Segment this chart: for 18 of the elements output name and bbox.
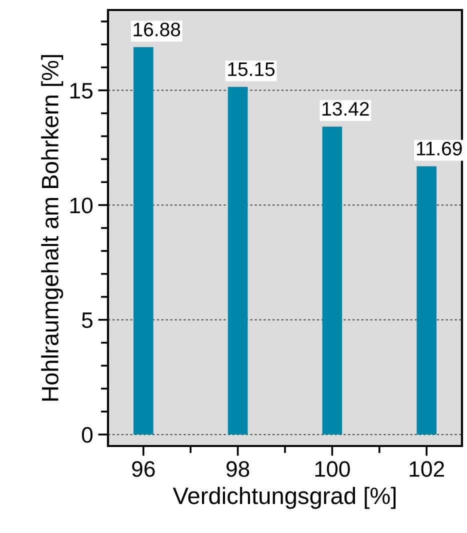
y-tick-label: 15	[70, 83, 92, 99]
x-tick-label: 98	[226, 461, 250, 477]
bar	[133, 47, 154, 435]
y-tick-label: 5	[82, 312, 92, 328]
bar	[416, 166, 437, 435]
x-tick-label: 100	[315, 461, 350, 477]
y-axis-title: Hohlraumgehalt am Bohrkern [%]	[41, 55, 64, 401]
y-tick-label: 10	[70, 198, 93, 214]
x-axis-title: Verdichtungsgrad [%]	[172, 486, 396, 509]
data-label: 11.69	[416, 142, 462, 156]
bar	[228, 86, 248, 435]
data-label: 13.42	[322, 102, 369, 116]
y-tick-label: 0	[82, 427, 93, 443]
bar	[322, 126, 342, 435]
x-tick-label: 102	[410, 461, 444, 477]
x-tick-label: 96	[132, 461, 155, 477]
data-label: 16.88	[134, 22, 180, 36]
data-label: 15.15	[228, 62, 275, 76]
